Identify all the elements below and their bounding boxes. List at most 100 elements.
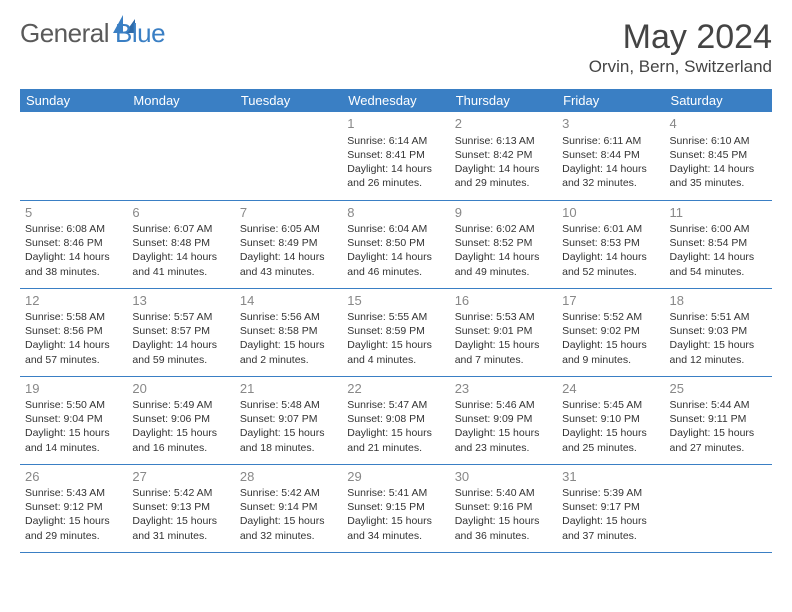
day-number: 11 xyxy=(670,204,767,222)
daylight-line: Daylight: 15 hours and 9 minutes. xyxy=(562,338,659,366)
weekday-header: Monday xyxy=(127,89,234,112)
title-block: May 2024 Orvin, Bern, Switzerland xyxy=(589,18,772,77)
sunrise-line: Sunrise: 6:13 AM xyxy=(455,134,552,148)
calendar-day-cell: 3Sunrise: 6:11 AMSunset: 8:44 PMDaylight… xyxy=(557,112,664,200)
daylight-line: Daylight: 15 hours and 36 minutes. xyxy=(455,514,552,542)
day-number: 1 xyxy=(347,115,444,133)
day-number: 31 xyxy=(562,468,659,486)
brand-logo: General Blue xyxy=(20,18,165,49)
day-number: 10 xyxy=(562,204,659,222)
weekday-header: Friday xyxy=(557,89,664,112)
calendar-day-cell: 29Sunrise: 5:41 AMSunset: 9:15 PMDayligh… xyxy=(342,464,449,552)
day-number: 14 xyxy=(240,292,337,310)
weekday-header: Thursday xyxy=(450,89,557,112)
sunrise-line: Sunrise: 5:55 AM xyxy=(347,310,444,324)
sunrise-line: Sunrise: 5:53 AM xyxy=(455,310,552,324)
day-number: 12 xyxy=(25,292,122,310)
sunset-line: Sunset: 8:50 PM xyxy=(347,236,444,250)
daylight-line: Daylight: 14 hours and 29 minutes. xyxy=(455,162,552,190)
sunrise-line: Sunrise: 5:47 AM xyxy=(347,398,444,412)
daylight-line: Daylight: 14 hours and 32 minutes. xyxy=(562,162,659,190)
calendar-week-row: 12Sunrise: 5:58 AMSunset: 8:56 PMDayligh… xyxy=(20,288,772,376)
day-number: 27 xyxy=(132,468,229,486)
calendar-day-cell: 17Sunrise: 5:52 AMSunset: 9:02 PMDayligh… xyxy=(557,288,664,376)
calendar-day-cell: 30Sunrise: 5:40 AMSunset: 9:16 PMDayligh… xyxy=(450,464,557,552)
header: General Blue May 2024 Orvin, Bern, Switz… xyxy=(20,18,772,77)
sunset-line: Sunset: 9:10 PM xyxy=(562,412,659,426)
daylight-line: Daylight: 15 hours and 21 minutes. xyxy=(347,426,444,454)
sunset-line: Sunset: 8:57 PM xyxy=(132,324,229,338)
calendar-day-cell: 28Sunrise: 5:42 AMSunset: 9:14 PMDayligh… xyxy=(235,464,342,552)
daylight-line: Daylight: 15 hours and 18 minutes. xyxy=(240,426,337,454)
sunset-line: Sunset: 9:04 PM xyxy=(25,412,122,426)
daylight-line: Daylight: 15 hours and 14 minutes. xyxy=(25,426,122,454)
calendar-day-cell: 12Sunrise: 5:58 AMSunset: 8:56 PMDayligh… xyxy=(20,288,127,376)
sunset-line: Sunset: 8:53 PM xyxy=(562,236,659,250)
location: Orvin, Bern, Switzerland xyxy=(589,57,772,77)
sunrise-line: Sunrise: 5:41 AM xyxy=(347,486,444,500)
calendar-week-row: 19Sunrise: 5:50 AMSunset: 9:04 PMDayligh… xyxy=(20,376,772,464)
day-number: 7 xyxy=(240,204,337,222)
calendar-day-cell: 25Sunrise: 5:44 AMSunset: 9:11 PMDayligh… xyxy=(665,376,772,464)
sunset-line: Sunset: 9:03 PM xyxy=(670,324,767,338)
calendar-day-cell: 6Sunrise: 6:07 AMSunset: 8:48 PMDaylight… xyxy=(127,200,234,288)
calendar-day-cell: 26Sunrise: 5:43 AMSunset: 9:12 PMDayligh… xyxy=(20,464,127,552)
sunrise-line: Sunrise: 5:42 AM xyxy=(240,486,337,500)
day-number: 19 xyxy=(25,380,122,398)
sunset-line: Sunset: 9:06 PM xyxy=(132,412,229,426)
daylight-line: Daylight: 14 hours and 26 minutes. xyxy=(347,162,444,190)
calendar-week-row: 5Sunrise: 6:08 AMSunset: 8:46 PMDaylight… xyxy=(20,200,772,288)
sunset-line: Sunset: 8:56 PM xyxy=(25,324,122,338)
calendar-page: General Blue May 2024 Orvin, Bern, Switz… xyxy=(0,0,792,612)
daylight-line: Daylight: 15 hours and 34 minutes. xyxy=(347,514,444,542)
sunrise-line: Sunrise: 5:46 AM xyxy=(455,398,552,412)
day-number: 24 xyxy=(562,380,659,398)
sunset-line: Sunset: 8:46 PM xyxy=(25,236,122,250)
sunrise-line: Sunrise: 5:39 AM xyxy=(562,486,659,500)
sunrise-line: Sunrise: 6:08 AM xyxy=(25,222,122,236)
sunrise-line: Sunrise: 5:56 AM xyxy=(240,310,337,324)
sunrise-line: Sunrise: 5:48 AM xyxy=(240,398,337,412)
sunset-line: Sunset: 9:09 PM xyxy=(455,412,552,426)
weekday-header-row: Sunday Monday Tuesday Wednesday Thursday… xyxy=(20,89,772,112)
daylight-line: Daylight: 14 hours and 57 minutes. xyxy=(25,338,122,366)
calendar-day-cell: 7Sunrise: 6:05 AMSunset: 8:49 PMDaylight… xyxy=(235,200,342,288)
sunset-line: Sunset: 8:48 PM xyxy=(132,236,229,250)
daylight-line: Daylight: 15 hours and 12 minutes. xyxy=(670,338,767,366)
sunrise-line: Sunrise: 6:14 AM xyxy=(347,134,444,148)
day-number: 3 xyxy=(562,115,659,133)
day-number: 29 xyxy=(347,468,444,486)
sunrise-line: Sunrise: 6:05 AM xyxy=(240,222,337,236)
calendar-day-cell: 5Sunrise: 6:08 AMSunset: 8:46 PMDaylight… xyxy=(20,200,127,288)
daylight-line: Daylight: 15 hours and 7 minutes. xyxy=(455,338,552,366)
daylight-line: Daylight: 15 hours and 37 minutes. xyxy=(562,514,659,542)
sunset-line: Sunset: 9:01 PM xyxy=(455,324,552,338)
calendar-day-cell xyxy=(20,112,127,200)
sunset-line: Sunset: 8:52 PM xyxy=(455,236,552,250)
sunrise-line: Sunrise: 5:40 AM xyxy=(455,486,552,500)
sunset-line: Sunset: 8:41 PM xyxy=(347,148,444,162)
calendar-day-cell: 20Sunrise: 5:49 AMSunset: 9:06 PMDayligh… xyxy=(127,376,234,464)
daylight-line: Daylight: 15 hours and 4 minutes. xyxy=(347,338,444,366)
weekday-header: Sunday xyxy=(20,89,127,112)
calendar-day-cell: 23Sunrise: 5:46 AMSunset: 9:09 PMDayligh… xyxy=(450,376,557,464)
sunset-line: Sunset: 9:07 PM xyxy=(240,412,337,426)
daylight-line: Daylight: 14 hours and 46 minutes. xyxy=(347,250,444,278)
daylight-line: Daylight: 14 hours and 59 minutes. xyxy=(132,338,229,366)
day-number: 22 xyxy=(347,380,444,398)
daylight-line: Daylight: 15 hours and 31 minutes. xyxy=(132,514,229,542)
daylight-line: Daylight: 14 hours and 35 minutes. xyxy=(670,162,767,190)
calendar-day-cell: 8Sunrise: 6:04 AMSunset: 8:50 PMDaylight… xyxy=(342,200,449,288)
calendar-day-cell xyxy=(665,464,772,552)
sunrise-line: Sunrise: 5:57 AM xyxy=(132,310,229,324)
calendar-day-cell: 4Sunrise: 6:10 AMSunset: 8:45 PMDaylight… xyxy=(665,112,772,200)
day-number: 26 xyxy=(25,468,122,486)
sunrise-line: Sunrise: 5:42 AM xyxy=(132,486,229,500)
sunset-line: Sunset: 8:59 PM xyxy=(347,324,444,338)
sunset-line: Sunset: 8:49 PM xyxy=(240,236,337,250)
sunrise-line: Sunrise: 5:43 AM xyxy=(25,486,122,500)
sunrise-line: Sunrise: 6:02 AM xyxy=(455,222,552,236)
sunset-line: Sunset: 8:54 PM xyxy=(670,236,767,250)
daylight-line: Daylight: 15 hours and 32 minutes. xyxy=(240,514,337,542)
calendar-day-cell: 18Sunrise: 5:51 AMSunset: 9:03 PMDayligh… xyxy=(665,288,772,376)
